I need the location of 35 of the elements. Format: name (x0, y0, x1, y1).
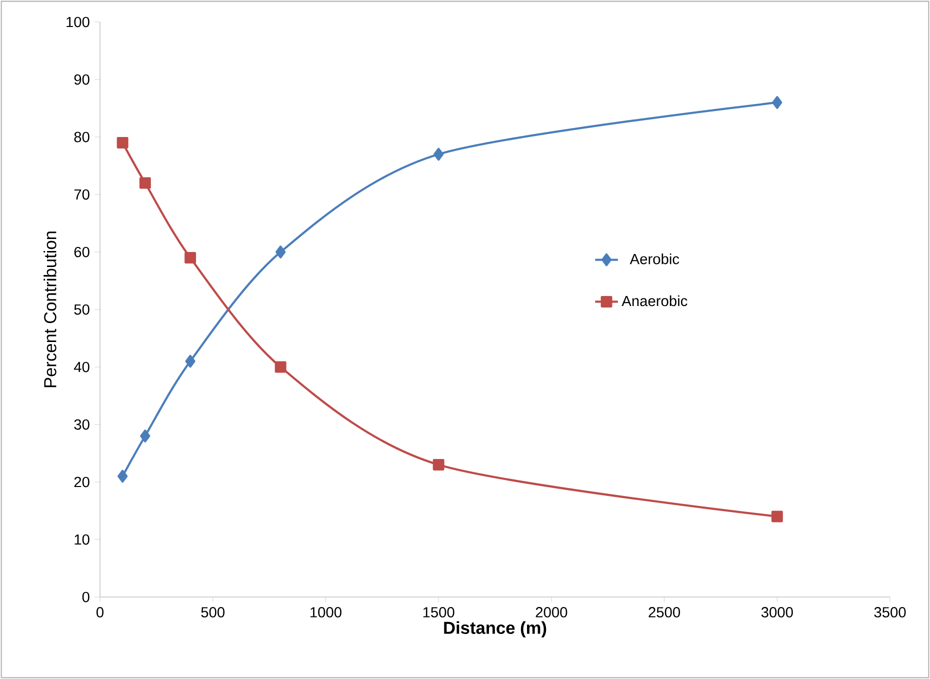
y-tick-label: 30 (74, 419, 90, 430)
point (434, 148, 444, 161)
point (118, 470, 128, 483)
y-tick-label: 60 (74, 246, 90, 258)
y-tick-label: 20 (74, 476, 90, 488)
x-tick-label: 3500 (874, 607, 906, 618)
x-axis-title: Distance (m) (444, 621, 546, 638)
y-tick-label: 70 (74, 189, 90, 200)
point (432, 459, 444, 470)
y-tick-label: 100 (66, 16, 90, 28)
legend-label: Aerobic (630, 253, 680, 264)
point (184, 252, 196, 264)
y-axis-title: Percent Contribution (44, 232, 56, 388)
y-tick-label: 80 (74, 132, 90, 142)
legend-label: Anaerobic (622, 295, 688, 306)
point (185, 354, 196, 368)
x-tick-label: 2000 (536, 607, 568, 618)
x-tick-label: 0 (96, 607, 104, 618)
point (274, 361, 286, 373)
x-tick-label: 500 (201, 607, 225, 618)
point (276, 246, 286, 258)
x-tick-label: 2500 (648, 607, 680, 618)
x-tick-label: 3000 (761, 607, 793, 618)
y-tick-label: 50 (74, 304, 90, 315)
y-tick-label: 40 (74, 362, 90, 372)
point (140, 430, 150, 442)
x-tick-label: 1000 (310, 607, 342, 618)
y-tick-label: 90 (74, 74, 90, 85)
point (772, 96, 782, 109)
y-tick-label: 10 (74, 534, 90, 545)
point (771, 510, 783, 522)
point (116, 137, 128, 148)
point (139, 177, 151, 189)
x-tick-label: 1500 (423, 607, 454, 618)
y-tick-label: 0 (82, 592, 90, 602)
